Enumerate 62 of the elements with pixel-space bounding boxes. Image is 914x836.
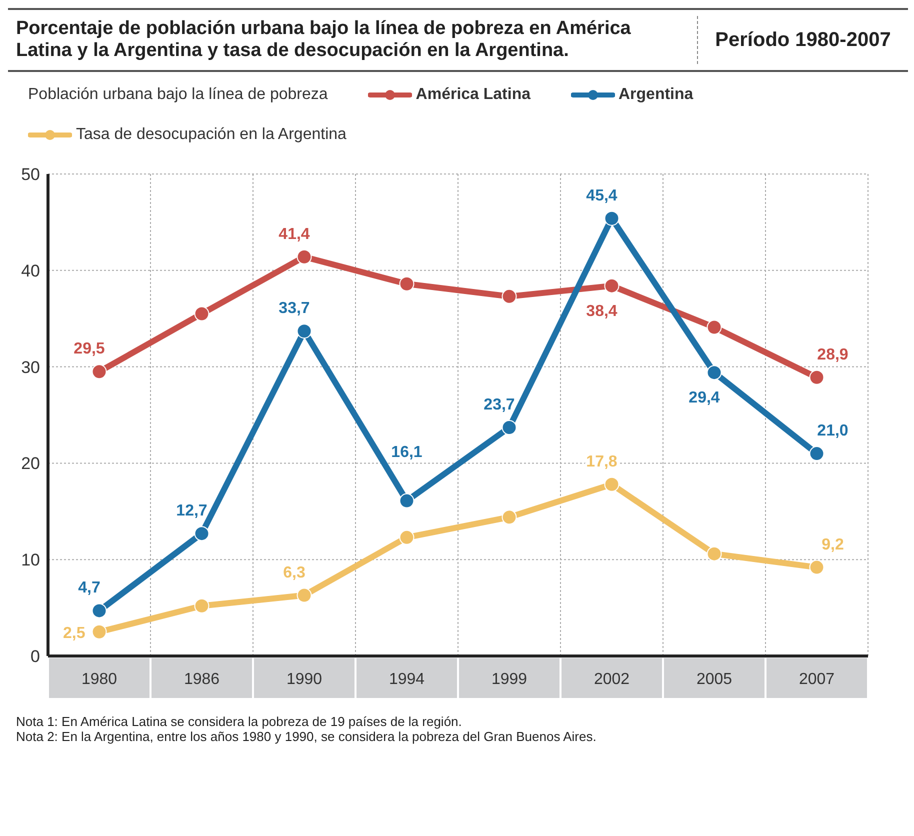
y-tick-label: 30 [21, 358, 40, 377]
y-tick-label: 20 [21, 454, 40, 474]
legend-label: América Latina [414, 86, 530, 104]
point [194, 306, 210, 322]
point [296, 588, 312, 603]
point [604, 210, 620, 226]
point [706, 365, 722, 380]
x-tick-label: 1990 [286, 671, 322, 688]
chart-title: Porcentaje de población urbana bajo la línea de pobreza en América Latina y la Argentina y tasa de desocupación en la Argentina. [8, 16, 698, 64]
data-label: 12,7 [176, 502, 208, 520]
legend-label: Argentina [618, 86, 694, 104]
data-label: 41,4 [278, 226, 310, 243]
x-tick-label: 1980 [81, 671, 118, 688]
x-tick-label: 1999 [491, 671, 528, 688]
data-label: 28,9 [817, 346, 848, 364]
point [809, 446, 824, 462]
chart-subtitle: Período 1980-2007 [714, 28, 892, 52]
data-label: 21,0 [817, 422, 848, 440]
data-label: 23,7 [484, 396, 515, 414]
point [194, 598, 210, 614]
x-tick-label: 1994 [388, 671, 425, 688]
y-tick-label: 50 [21, 165, 40, 184]
point [502, 510, 517, 525]
point [194, 526, 210, 542]
data-label: 29,4 [688, 390, 720, 407]
point [296, 249, 312, 264]
data-label: 4,7 [78, 580, 100, 597]
y-tick-label: 10 [21, 550, 40, 570]
point [92, 624, 107, 640]
point [92, 603, 107, 618]
y-tick-label: 0 [30, 647, 40, 666]
data-label: 29,5 [74, 340, 105, 358]
legend-label: Tasa de desocupación en la Argentina [75, 126, 346, 144]
point [502, 420, 517, 436]
point [399, 276, 414, 292]
x-tick-label: 2002 [594, 671, 630, 688]
point [399, 493, 414, 508]
point [604, 278, 620, 294]
point [92, 364, 107, 380]
point [706, 320, 722, 335]
x-tick-label: 1986 [184, 671, 220, 688]
point [809, 560, 824, 575]
point [399, 530, 414, 545]
data-label: 38,4 [586, 302, 618, 320]
point [502, 288, 517, 304]
point [604, 476, 620, 492]
point [706, 546, 722, 562]
data-label: 33,7 [278, 300, 310, 318]
x-tick-label: 2005 [696, 671, 732, 688]
data-label: 45,4 [586, 187, 618, 204]
data-label: 17,8 [586, 453, 618, 470]
y-tick-label: 40 [21, 261, 40, 280]
x-tick-label: 2007 [798, 671, 835, 688]
point [296, 324, 312, 339]
legend-title: Población urbana bajo la línea de pobreza [28, 86, 328, 104]
text: Nota 1: En América Latina se considera la pobreza de 19 países de la región. [16, 714, 463, 729]
data-label: 2,5 [63, 624, 86, 642]
data-label: 9,2 [822, 536, 844, 554]
point [809, 370, 824, 385]
text: Nota 2: En la Argentina, entre los años 1980 y 1990, se considera la pobreza del Gran Buenos Aires. [16, 729, 598, 744]
data-label: 6,3 [283, 564, 306, 582]
data-label: 16,1 [391, 444, 422, 461]
